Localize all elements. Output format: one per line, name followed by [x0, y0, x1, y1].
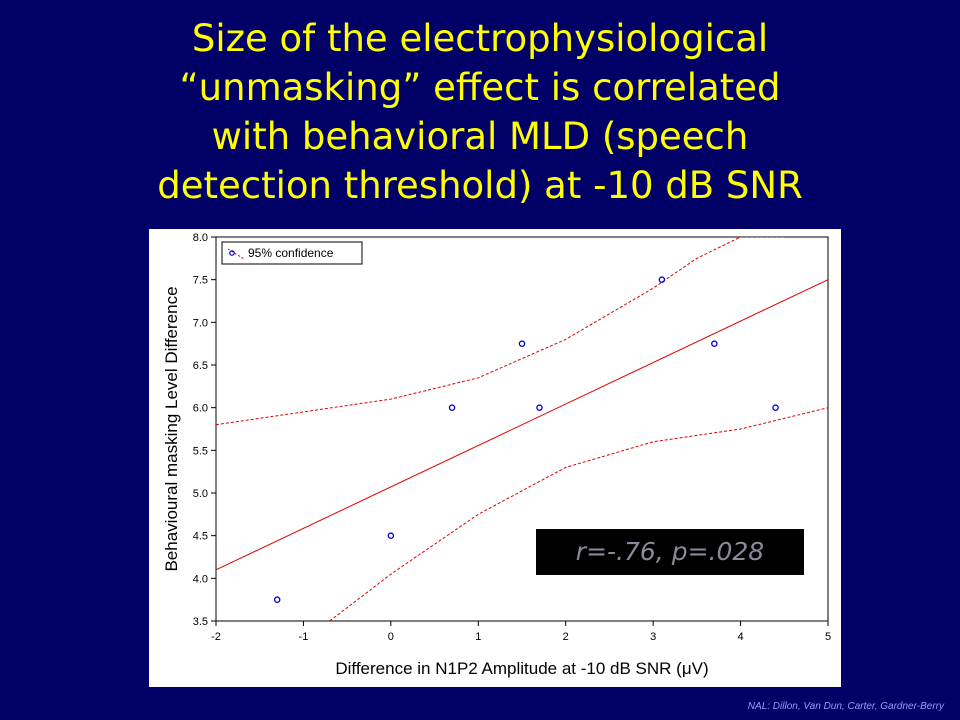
- plot-frame: [215, 236, 829, 622]
- regression-line: [216, 279, 828, 571]
- y-axis-label: Behavioural masking Level Difference: [162, 286, 181, 571]
- confidence-band-lower: [329, 407, 828, 621]
- y-tick-label: 4.0: [193, 573, 208, 585]
- citation-text: NAL: Dillon, Van Dun, Carter, Gardner-Be…: [747, 701, 944, 712]
- x-tick-label: 2: [563, 631, 569, 643]
- plot-content: [216, 237, 828, 621]
- data-point: [536, 404, 543, 411]
- legend-confidence-swatch: [227, 248, 245, 260]
- data-point: [387, 532, 395, 539]
- y-tick-label: 4.5: [193, 531, 208, 543]
- x-tick-label: 0: [388, 631, 394, 643]
- title-line: Size of the electrophysiological: [191, 17, 769, 60]
- y-tick-label: 7.5: [193, 275, 208, 287]
- legend-point-marker: [229, 250, 235, 256]
- data-point: [711, 340, 718, 347]
- y-tick-label: 8.0: [193, 232, 208, 244]
- y-tick-label: 7.0: [193, 317, 208, 329]
- x-tick-label: 3: [650, 631, 656, 643]
- confidence-band-upper: [216, 237, 785, 426]
- y-tick-label: 6.5: [193, 360, 208, 372]
- slide-title: Size of the electrophysiological “unmask…: [40, 14, 920, 210]
- y-tick-label: 5.0: [193, 488, 208, 500]
- x-tick-label: 1: [475, 631, 481, 643]
- x-tick-label: 4: [738, 631, 744, 643]
- y-tick-label: 3.5: [193, 616, 208, 628]
- title-line: “unmasking” effect is correlated: [179, 66, 781, 109]
- y-tick-label: 5.5: [193, 445, 208, 457]
- data-point: [273, 596, 281, 603]
- y-tick-label: 6.0: [193, 403, 208, 415]
- title-line: with behavioral MLD (speech: [211, 115, 749, 158]
- correlation-stat-box: r=-.76, p=.028: [536, 529, 804, 575]
- title-line: detection threshold) at -10 dB SNR: [157, 164, 803, 207]
- data-point: [448, 404, 456, 411]
- data-point: [772, 404, 779, 411]
- x-tick-label: -1: [299, 631, 309, 643]
- legend-box: [221, 241, 363, 265]
- scatter-chart: -2 -1 0 1 2 3 4 5 3.5 4.0 4.5 5.0 5.5 6.0 6.5 7.0 7.5 8.0…: [162, 232, 831, 678]
- data-point: [518, 340, 526, 347]
- legend-label: 95% confidence: [248, 246, 334, 260]
- data-point: [658, 276, 666, 283]
- x-tick-label: 5: [825, 631, 831, 643]
- scatter-chart-panel: -2 -1 0 1 2 3 4 5 3.5 4.0 4.5 5.0 5.5 6.0 6.5 7.0 7.5 8.0…: [149, 229, 841, 687]
- x-tick-label: -2: [211, 631, 221, 643]
- x-axis-label: Difference in N1P2 Amplitude at -10 dB S…: [335, 659, 708, 678]
